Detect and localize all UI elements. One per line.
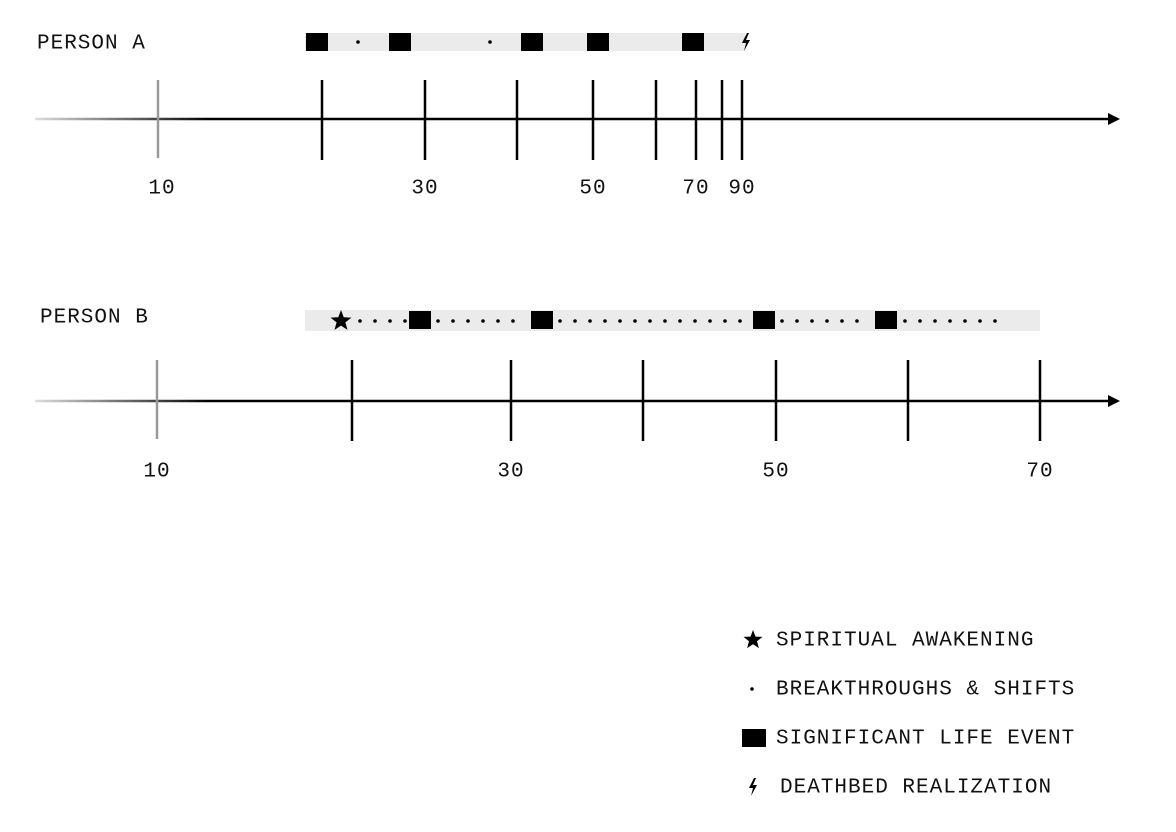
breakthrough-dot	[825, 319, 829, 323]
breakthrough-dot	[358, 319, 362, 323]
breakthrough-dot	[388, 319, 392, 323]
event-square	[409, 311, 431, 329]
breakthrough-dot	[978, 319, 982, 323]
breakthrough-dot	[750, 687, 754, 691]
breakthrough-dot	[780, 319, 784, 323]
breakthrough-dot	[588, 319, 592, 323]
breakthrough-dot	[511, 319, 515, 323]
age-label: 90	[728, 178, 755, 201]
event-square	[742, 729, 766, 747]
event-square	[875, 311, 897, 329]
event-square	[521, 33, 543, 51]
breakthrough-dot	[795, 319, 799, 323]
awakening-star	[330, 310, 352, 330]
breakthrough-dot	[373, 319, 377, 323]
breakthrough-dot	[723, 319, 727, 323]
age-label: 30	[497, 461, 524, 484]
event-square	[587, 33, 609, 51]
breakthrough-dot	[948, 319, 952, 323]
breakthrough-dot	[648, 319, 652, 323]
life-band	[305, 310, 1040, 331]
breakthrough-dot	[466, 319, 470, 323]
breakthrough-dot	[481, 319, 485, 323]
breakthrough-dot	[933, 319, 937, 323]
age-label: 70	[1026, 461, 1053, 484]
breakthrough-dot	[678, 319, 682, 323]
legend-label: SPIRITUAL AWAKENING	[776, 630, 1034, 653]
legend-label: DEATHBED REALIZATION	[780, 777, 1052, 800]
breakthrough-dot	[663, 319, 667, 323]
axis-arrow	[1108, 395, 1120, 407]
breakthrough-dot	[708, 319, 712, 323]
deathbed-bolt	[749, 778, 757, 796]
breakthrough-dot	[558, 319, 562, 323]
legend-label: SIGNIFICANT LIFE EVENT	[776, 728, 1075, 751]
event-square	[389, 33, 411, 51]
breakthrough-dot	[403, 319, 407, 323]
age-label: 10	[143, 461, 170, 484]
breakthrough-dot	[488, 40, 492, 44]
breakthrough-dot	[810, 319, 814, 323]
breakthrough-dot	[840, 319, 844, 323]
age-label: 50	[762, 461, 789, 484]
event-square	[531, 311, 553, 329]
event-square	[682, 33, 704, 51]
person-label: PERSON A	[37, 33, 146, 56]
breakthrough-dot	[855, 319, 859, 323]
age-label: 10	[148, 178, 175, 201]
breakthrough-dot	[693, 319, 697, 323]
deathbed-bolt	[742, 33, 750, 51]
breakthrough-dot	[903, 319, 907, 323]
breakthrough-dot	[618, 319, 622, 323]
person-label: PERSON B	[40, 307, 149, 330]
breakthrough-dot	[918, 319, 922, 323]
age-label: 70	[682, 178, 709, 201]
awakening-star	[743, 630, 763, 649]
breakthrough-dot	[356, 40, 360, 44]
breakthrough-dot	[963, 319, 967, 323]
breakthrough-dot	[436, 319, 440, 323]
axis-arrow	[1108, 113, 1120, 125]
breakthrough-dot	[496, 319, 500, 323]
breakthrough-dot	[633, 319, 637, 323]
breakthrough-dot	[451, 319, 455, 323]
breakthrough-dot	[603, 319, 607, 323]
age-label: 50	[579, 178, 606, 201]
event-square	[306, 33, 328, 51]
event-square	[753, 311, 775, 329]
legend-label: BREAKTHROUGHS & SHIFTS	[776, 679, 1075, 702]
breakthrough-dot	[738, 319, 742, 323]
breakthrough-dot	[573, 319, 577, 323]
breakthrough-dot	[993, 319, 997, 323]
age-label: 30	[411, 178, 438, 201]
